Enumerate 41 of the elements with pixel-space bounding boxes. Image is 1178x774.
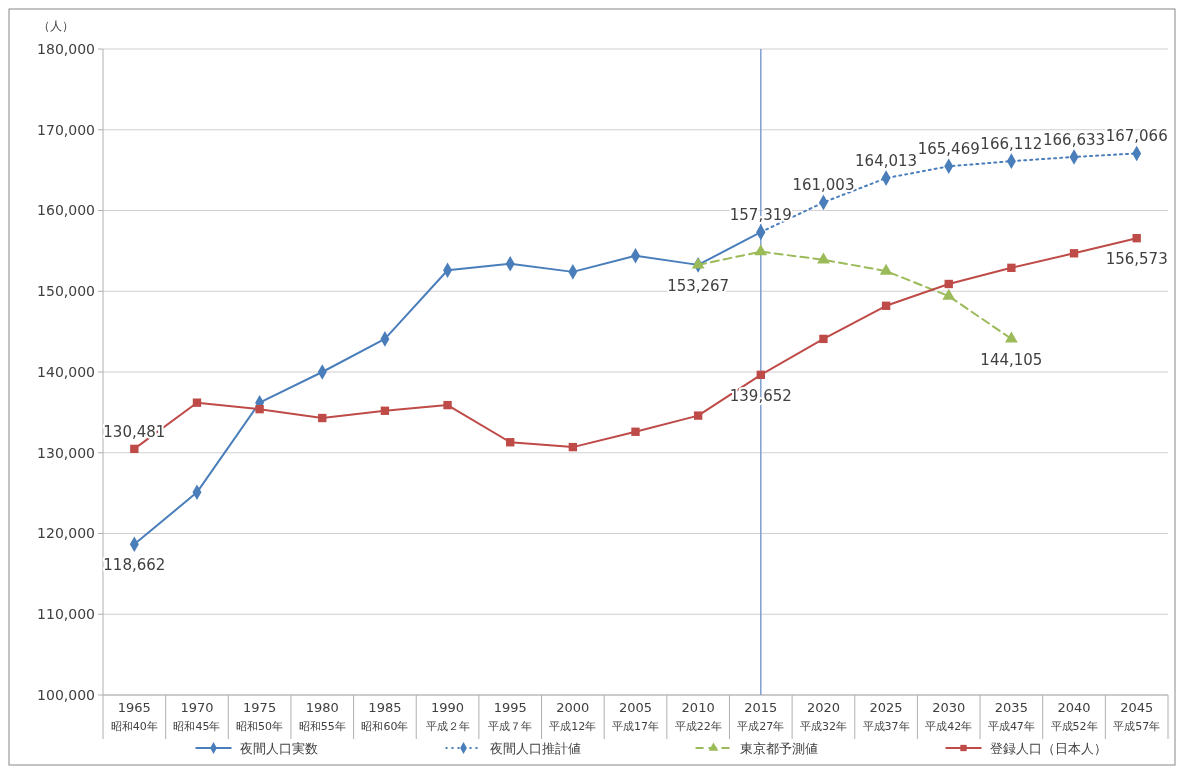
x-tick-label: 1970 昭和45年 (173, 700, 221, 733)
data-label: 118,662 (103, 556, 166, 575)
legend-label: 夜間人口推計値 (489, 740, 581, 756)
y-tick-label: 180,000 (37, 40, 95, 57)
data-label: 164,013 (855, 152, 918, 171)
x-tick-label: 2005 平成17年 (612, 700, 659, 733)
x-tick-label: 1980 昭和55年 (298, 700, 346, 733)
legend-label: 夜間人口実数 (239, 740, 318, 756)
x-tick-label: 2015 平成27年 (737, 700, 785, 733)
data-label: 166,112 (980, 135, 1043, 154)
x-tick-label: 1975 昭和50年 (236, 700, 284, 733)
x-tick-label: 1990 平成２年 (425, 700, 470, 733)
data-label: 156,573 (1105, 250, 1168, 269)
legend-label: 東京都予測値 (739, 740, 818, 756)
y-tick-label: 140,000 (37, 363, 95, 380)
legend-label: 登録人口（日本人） (989, 740, 1107, 756)
x-tick-label: 2020 平成32年 (799, 700, 847, 733)
x-tick-label: 2000 平成12年 (549, 700, 597, 733)
y-tick-label: 150,000 (37, 283, 95, 300)
data-label: 166,633 (1043, 130, 1106, 149)
y-tick-label: 170,000 (37, 121, 95, 138)
y-axis-title: （人） (38, 19, 74, 33)
data-label: 167,066 (1105, 127, 1168, 146)
x-tick-label: 2035 平成47年 (987, 700, 1035, 733)
y-tick-label: 160,000 (37, 202, 95, 219)
x-tick-label: 1985 昭和60年 (361, 700, 409, 733)
data-label: 153,267 (667, 276, 730, 295)
x-tick-label: 2010 平成22年 (674, 700, 722, 733)
y-tick-label: 120,000 (37, 525, 95, 542)
y-tick-label: 130,000 (37, 444, 95, 461)
y-tick-label: 100,000 (37, 686, 95, 703)
data-label: 161,003 (792, 176, 855, 195)
y-tick-label: 110,000 (37, 606, 95, 623)
x-tick-label: 2045 平成57年 (1113, 700, 1161, 733)
x-tick-label: 2030 平成42年 (925, 700, 973, 733)
x-tick-label: 2040 平成52年 (1050, 700, 1098, 733)
x-tick-label: 1965 昭和40年 (110, 700, 158, 733)
data-label: 165,469 (917, 140, 980, 159)
x-tick-label: 2025 平成37年 (862, 700, 910, 733)
data-label: 144,105 (980, 350, 1043, 369)
x-tick-label: 1995 平成７年 (488, 700, 533, 733)
